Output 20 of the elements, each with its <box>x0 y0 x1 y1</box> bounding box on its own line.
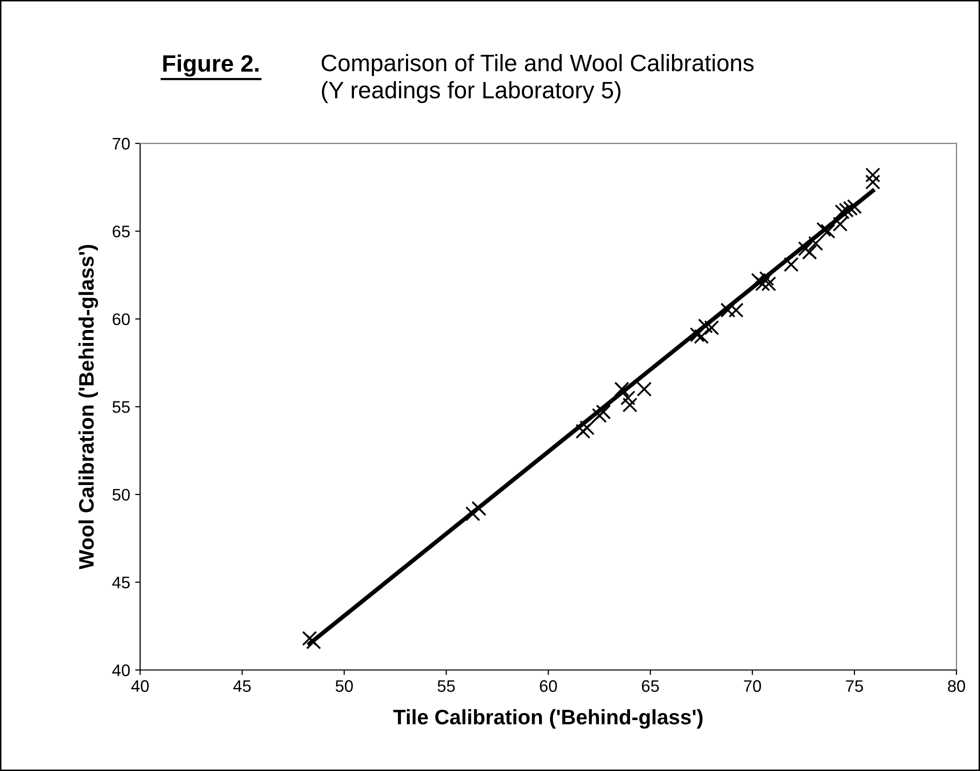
x-tick-label: 70 <box>744 680 762 692</box>
x-tick-label: 40 <box>131 680 149 692</box>
y-tick-label: 40 <box>112 664 130 676</box>
x-tick-label: 55 <box>438 680 455 692</box>
chart-subtitle: Comparison of Tile and Wool Calibrations (Y readings for Laboratory 5) <box>322 54 754 104</box>
x-axis-title: Tile Calibration ('Behind-glass') <box>393 709 703 729</box>
y-axis-title: Wool Calibration ('Behind-glass') <box>78 244 98 570</box>
x-tick-label: 60 <box>540 680 557 692</box>
x-tick-label: 50 <box>336 680 353 692</box>
x-tick-label: 75 <box>846 680 864 692</box>
chart-title: Figure 2. <box>163 54 258 77</box>
y-tick-label: 65 <box>112 226 130 238</box>
y-tick-label: 60 <box>112 313 130 326</box>
x-tick-label: 80 <box>948 680 966 692</box>
x-tick-label: 45 <box>233 680 251 692</box>
y-tick-label: 70 <box>112 138 130 150</box>
y-tick-label: 45 <box>112 576 130 588</box>
x-tick-label: 65 <box>642 680 659 692</box>
y-tick-label: 55 <box>112 401 130 413</box>
y-tick-label: 50 <box>112 488 130 501</box>
